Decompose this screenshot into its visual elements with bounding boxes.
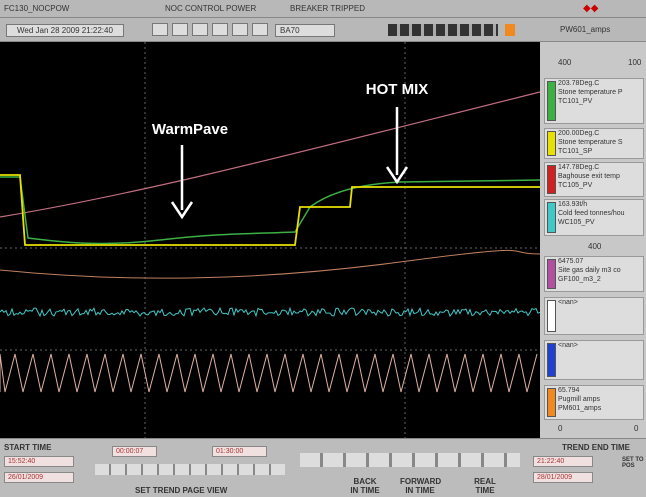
pen-swatch	[547, 343, 556, 377]
pen-entry: 65.794 Pugmill amps PM601_amps	[544, 385, 644, 420]
pen-desc: Stone temperature P	[558, 89, 623, 96]
start-time[interactable]: 15:52:40	[4, 456, 74, 467]
first-button[interactable]	[152, 23, 168, 36]
pen-swatch	[547, 388, 556, 417]
pen-tag: TC101_SP	[558, 148, 593, 155]
pen-swatch	[547, 165, 556, 194]
top-bar: FC130_NOCPOW NOC CONTROL POWER BREAKER T…	[0, 0, 646, 18]
trace-orange	[0, 353, 538, 393]
pen-tag: WC105_PV	[558, 219, 595, 226]
trace-green	[0, 176, 540, 245]
pen-entry: 203.78Deg.C Stone temperature P TC101_PV	[544, 78, 644, 124]
label: BACK IN TIME	[350, 477, 380, 495]
pen-value: 200.00Deg.C	[558, 130, 600, 137]
trace-yellow	[0, 174, 540, 246]
end-time[interactable]: 21:22:40	[533, 456, 593, 467]
arrow-head	[170, 201, 194, 220]
trace-brown	[0, 249, 540, 279]
pen-value: <nan>	[558, 342, 578, 349]
pen-value: <nan>	[558, 299, 578, 306]
pen-entry: 6475.07 Site gas daily m3 co GF100_m3_2	[544, 256, 644, 292]
start-date[interactable]: 26/01/2009	[4, 472, 74, 483]
play-button[interactable]	[212, 23, 228, 36]
background	[0, 42, 540, 438]
status: BREAKER TRIPPED	[290, 4, 365, 13]
label: REAL TIME	[474, 477, 496, 495]
page-view-buttons[interactable]	[95, 464, 285, 475]
pen-tag: GF100_m3_2	[558, 276, 601, 283]
pen-name: PW601_amps	[560, 25, 611, 34]
toolbar: Wed Jan 28 2009 21:22:40 BA70 PW601_amps	[0, 18, 646, 42]
pen-entry: <nan>	[544, 340, 644, 380]
label: TREND END TIME	[562, 443, 630, 452]
field: BA70	[275, 24, 335, 37]
pen-desc: Stone temperature S	[558, 139, 623, 146]
pen-swatch	[547, 81, 556, 121]
pen-entry: 147.78Deg.C Baghouse exit temp TC105_PV	[544, 162, 644, 197]
pen-entry: <nan>	[544, 297, 644, 335]
span[interactable]: 01:30:00	[212, 446, 267, 457]
alarm-icon[interactable]: ◆◆	[583, 3, 599, 14]
annotation: WarmPave	[152, 121, 228, 138]
label[interactable]: SET TO POS	[622, 457, 644, 469]
trace-cyan	[0, 306, 540, 318]
pen-value: 147.78Deg.C	[558, 164, 600, 171]
label: FORWARD IN TIME	[400, 477, 442, 495]
stop-button[interactable]	[192, 23, 208, 36]
arrows	[170, 107, 409, 220]
pen-tag: TC101_PV	[558, 98, 593, 105]
arrow-head	[385, 166, 409, 185]
end-date[interactable]: 28/01/2009	[533, 472, 593, 483]
legend-panel: 400 100 400 0 0 203.78Deg.C Stone tempera…	[540, 42, 646, 438]
bottom-right: 0	[634, 424, 639, 433]
pen-desc: Site gas daily m3 co	[558, 267, 621, 274]
trend-area: WarmPave HOT MIX	[0, 42, 540, 438]
navigation-buttons[interactable]	[300, 453, 520, 467]
last-button[interactable]	[252, 23, 268, 36]
pen-desc: Baghouse exit temp	[558, 173, 620, 180]
label: SET TREND PAGE VIEW	[135, 486, 228, 495]
pen-value: 65.794	[558, 387, 580, 394]
bottom-left: 0	[558, 424, 563, 433]
label: START TIME	[4, 443, 52, 452]
pen-desc: Pugmill amps	[558, 396, 601, 403]
pen-desc: Cold feed tonnes/hou	[558, 210, 625, 217]
pen-value: 203.78Deg.C	[558, 80, 600, 87]
scale-right: 100	[628, 58, 642, 67]
span[interactable]: 00:00:07	[112, 446, 157, 457]
pen-value: 6475.07	[558, 258, 584, 265]
pen-color	[505, 24, 515, 36]
tag: FC130_NOCPOW	[4, 4, 70, 13]
pen-value: 163.93t/h	[558, 201, 588, 208]
pen-swatch	[547, 300, 556, 332]
pen-swatch	[547, 202, 556, 233]
trace-pink	[0, 91, 540, 218]
pen-entry: 163.93t/h Cold feed tonnes/hou WC105_PV	[544, 199, 644, 236]
bottom-panel: START TIME 15:52:40 26/01/2009 00:00:07 …	[0, 438, 646, 497]
pen-tag: TC105_PV	[558, 182, 593, 189]
pen-entry: 200.00Deg.C Stone temperature S TC101_SP	[544, 128, 644, 159]
forward-button[interactable]	[232, 23, 248, 36]
pen-tag: PM601_amps	[558, 405, 602, 412]
datetime: Wed Jan 28 2009 21:22:40	[6, 24, 124, 37]
mid-scale: 400	[588, 242, 602, 251]
description: NOC CONTROL POWER	[165, 4, 257, 13]
pen-swatch	[547, 259, 556, 289]
back-button[interactable]	[172, 23, 188, 36]
pen-selector[interactable]	[388, 24, 498, 36]
pen-swatch	[547, 131, 556, 156]
scale-left: 400	[558, 58, 572, 67]
annotation: HOT MIX	[366, 81, 429, 98]
